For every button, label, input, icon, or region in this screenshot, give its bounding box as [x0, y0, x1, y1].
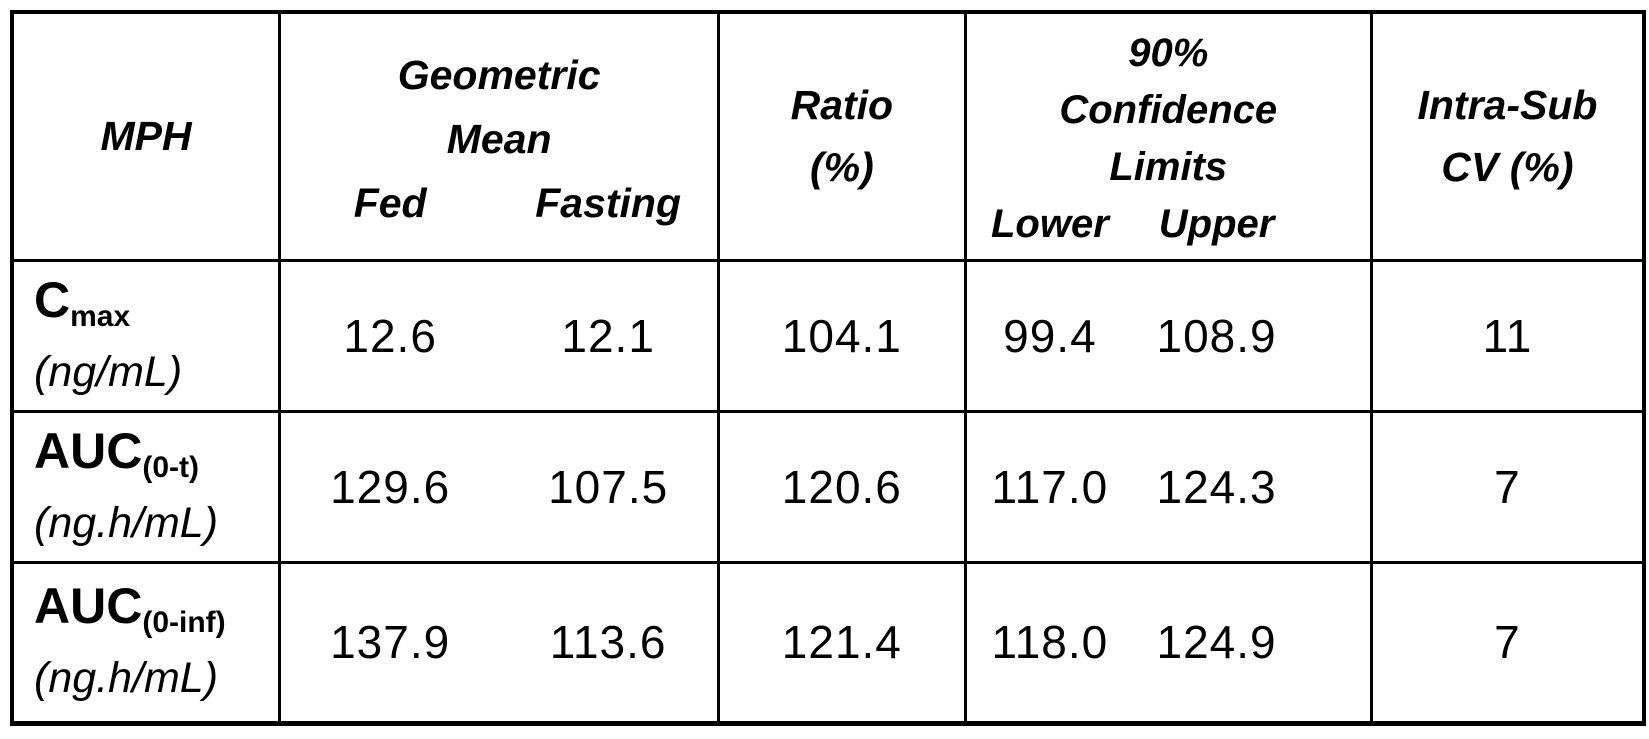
- row-auc-0-t: AUC(0-t) (ng.h/mL) 129.6 107.5 120.6 117…: [10, 409, 1646, 564]
- header-row: MPH Geometric Mean Fed Fasting Ratio (%): [10, 10, 1646, 262]
- limits-label: Limits: [1109, 145, 1228, 190]
- cmax-subscript: max: [70, 299, 131, 333]
- auc0inf-geomean-cell: 137.9 113.6: [278, 560, 721, 727]
- auc0inf-param-cell: AUC(0-inf) (ng.h/mL): [10, 560, 282, 727]
- auc0t-geomean-cell: 129.6 107.5: [278, 409, 721, 564]
- cmax-cv-value: 11: [1369, 258, 1646, 413]
- header-geometric-mean: Geometric Mean Fed Fasting: [278, 10, 721, 262]
- cmax-ci-lower-value: 99.4: [1003, 309, 1097, 362]
- row-cmax: Cmax (ng/mL) 12.6 12.1 104.1 99.4 108.9 …: [10, 258, 1646, 413]
- row-auc-0-inf: AUC(0-inf) (ng.h/mL) 137.9 113.6 121.4 1…: [10, 560, 1646, 727]
- ratio-pct-label: (%): [809, 144, 874, 191]
- auc0inf-ci-cell: 118.0 124.9: [963, 560, 1373, 727]
- auc0inf-ci-lower-value: 118.0: [991, 616, 1109, 669]
- cmax-fasting-value: 12.1: [561, 309, 655, 362]
- cmax-symbol: C: [34, 271, 71, 328]
- auc0inf-symbol: AUC: [34, 578, 143, 635]
- auc0t-fasting-value: 107.5: [548, 460, 669, 513]
- cmax-unit: (ng/mL): [34, 347, 183, 396]
- auc0inf-unit: (ng.h/mL): [34, 654, 219, 703]
- cmax-param-cell: Cmax (ng/mL): [10, 258, 282, 413]
- auc0t-ci-cell: 117.0 124.3: [963, 409, 1373, 564]
- confidence-label: Confidence: [1059, 88, 1278, 133]
- fasting-label: Fasting: [535, 180, 682, 227]
- auc0inf-subscript: (0-inf): [142, 606, 226, 640]
- header-ratio: Ratio (%): [717, 10, 967, 262]
- fed-label: Fed: [353, 180, 427, 227]
- auc0inf-ratio-value: 121.4: [717, 560, 967, 727]
- cmax-ratio-value: 104.1: [717, 258, 967, 413]
- auc0t-subscript: (0-t): [142, 450, 199, 484]
- ratio-label: Ratio: [790, 82, 894, 129]
- auc0t-cv-value: 7: [1369, 409, 1646, 564]
- cmax-geomean-cell: 12.6 12.1: [278, 258, 721, 413]
- header-confidence-limits: 90% Confidence Limits Lower Upper: [963, 10, 1373, 262]
- cv-pct-label: CV (%): [1441, 144, 1574, 191]
- auc0t-fed-value: 129.6: [330, 460, 451, 513]
- auc0t-unit: (ng.h/mL): [34, 498, 219, 547]
- header-intra-sub-cv: Intra-Sub CV (%): [1369, 10, 1646, 262]
- mph-label: MPH: [100, 113, 192, 160]
- auc0t-symbol: AUC: [34, 422, 143, 479]
- auc0inf-fed-value: 137.9: [330, 616, 451, 669]
- geometric-label: Geometric: [397, 52, 601, 99]
- auc0t-param-cell: AUC(0-t) (ng.h/mL): [10, 409, 282, 564]
- cmax-fed-value: 12.6: [343, 309, 437, 362]
- auc0t-ci-upper-value: 124.3: [1156, 460, 1277, 513]
- auc0t-ci-lower-value: 117.0: [991, 460, 1109, 513]
- cmax-ci-upper-value: 108.9: [1156, 309, 1277, 362]
- auc0inf-cv-value: 7: [1369, 560, 1646, 727]
- auc0inf-fasting-value: 113.6: [549, 616, 667, 669]
- cmax-ci-cell: 99.4 108.9: [963, 258, 1373, 413]
- document-page: MPH Geometric Mean Fed Fasting Ratio (%): [10, 10, 1646, 727]
- upper-label: Upper: [1158, 202, 1275, 247]
- auc0t-ratio-value: 120.6: [717, 409, 967, 564]
- pk-bioequivalence-table: MPH Geometric Mean Fed Fasting Ratio (%): [10, 10, 1646, 727]
- lower-label: Lower: [991, 202, 1109, 247]
- intra-sub-label: Intra-Sub: [1417, 82, 1598, 129]
- header-mph: MPH: [10, 10, 282, 262]
- ninety-pct-label: 90%: [1128, 31, 1209, 76]
- auc0inf-ci-upper-value: 124.9: [1156, 616, 1277, 669]
- mean-label: Mean: [446, 116, 552, 163]
